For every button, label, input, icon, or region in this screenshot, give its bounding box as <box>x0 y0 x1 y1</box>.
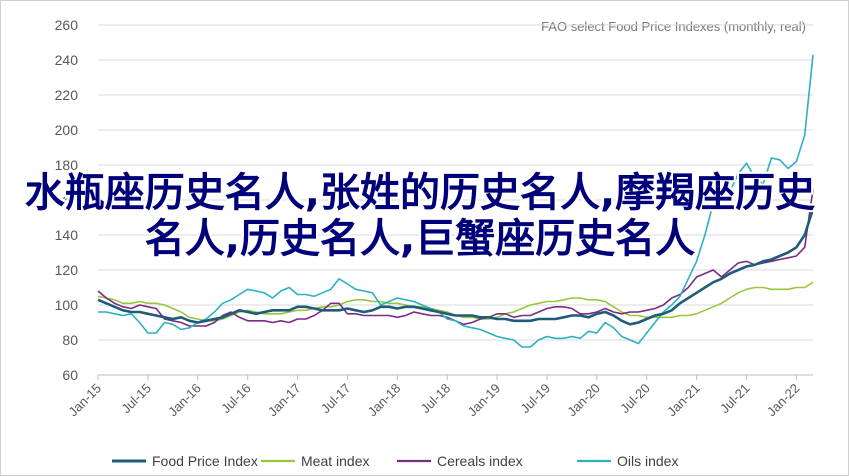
y-tick-label: 140 <box>55 227 79 243</box>
y-tick-label: 160 <box>55 192 79 208</box>
x-tick-label: Jul-18 <box>418 381 454 417</box>
x-tick-label: Jan-19 <box>464 381 503 420</box>
x-tick-label: Jan-22 <box>764 381 803 420</box>
x-tick-label: Jul-17 <box>318 381 354 417</box>
x-tick-label: Jan-18 <box>365 381 404 420</box>
y-tick-label: 80 <box>62 332 78 348</box>
x-tick-label: Jul-15 <box>118 381 154 417</box>
x-tick-label: Jan-20 <box>564 381 603 420</box>
x-tick-label: Jan-21 <box>664 381 703 420</box>
x-tick-label: Jan-15 <box>65 381 104 420</box>
x-tick-label: Jul-19 <box>517 381 553 417</box>
legend-label: Food Price Index <box>152 453 258 469</box>
overlay-caption: 水瓶座历史名人,张姓的历史名人,摩羯座历史名人,历史名人,巨蟹座历史名人 <box>24 170 816 262</box>
series-line-food-price-index <box>97 208 815 326</box>
y-tick-label: 260 <box>55 17 79 33</box>
y-tick-label: 100 <box>55 297 79 313</box>
y-tick-label: 60 <box>62 367 78 383</box>
chart-title: FAO select Food Price Indexes (monthly, … <box>541 19 806 34</box>
legend-label: Oils index <box>617 453 678 469</box>
legend-label: Meat index <box>301 453 369 469</box>
series-line-oils-index <box>98 54 814 348</box>
x-tick-label: Jul-16 <box>218 381 254 417</box>
y-tick-label: 220 <box>55 87 79 103</box>
x-tick-label: Jan-16 <box>165 381 204 420</box>
legend: Food Price Index Meat index Cereals index O… <box>112 453 678 469</box>
y-tick-label: 240 <box>55 52 79 68</box>
x-tick-label: Jul-20 <box>617 381 653 417</box>
y-tick-label: 200 <box>55 122 79 138</box>
y-tick-label: 120 <box>55 262 79 278</box>
x-tick-label: Jan-17 <box>265 381 304 420</box>
legend-label: Cereals index <box>437 453 523 469</box>
y-tick-label: 180 <box>55 157 79 173</box>
x-tick-label: Jul-21 <box>717 381 753 417</box>
